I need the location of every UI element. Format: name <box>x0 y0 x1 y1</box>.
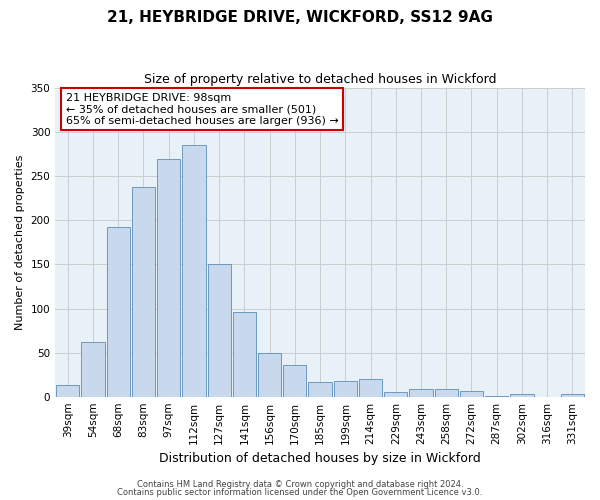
Y-axis label: Number of detached properties: Number of detached properties <box>15 154 25 330</box>
Text: Contains HM Land Registry data © Crown copyright and database right 2024.: Contains HM Land Registry data © Crown c… <box>137 480 463 489</box>
Bar <box>359 379 382 396</box>
Bar <box>56 385 79 396</box>
Bar <box>82 342 104 396</box>
Text: 21 HEYBRIDGE DRIVE: 98sqm
← 35% of detached houses are smaller (501)
65% of semi: 21 HEYBRIDGE DRIVE: 98sqm ← 35% of detac… <box>66 92 338 126</box>
Bar <box>182 146 206 396</box>
Title: Size of property relative to detached houses in Wickford: Size of property relative to detached ho… <box>144 72 496 86</box>
Text: Contains public sector information licensed under the Open Government Licence v3: Contains public sector information licen… <box>118 488 482 497</box>
Bar <box>233 312 256 396</box>
Bar <box>409 388 433 396</box>
Bar <box>208 264 231 396</box>
Bar <box>132 187 155 396</box>
Bar <box>283 365 307 396</box>
Bar <box>384 392 407 396</box>
Text: 21, HEYBRIDGE DRIVE, WICKFORD, SS12 9AG: 21, HEYBRIDGE DRIVE, WICKFORD, SS12 9AG <box>107 10 493 25</box>
Bar <box>308 382 332 396</box>
Bar <box>258 354 281 397</box>
Bar <box>460 392 483 396</box>
Bar <box>107 228 130 396</box>
Bar <box>561 394 584 396</box>
Bar <box>434 388 458 396</box>
X-axis label: Distribution of detached houses by size in Wickford: Distribution of detached houses by size … <box>159 452 481 465</box>
Bar <box>157 158 181 396</box>
Bar <box>511 394 533 396</box>
Bar <box>334 381 357 396</box>
